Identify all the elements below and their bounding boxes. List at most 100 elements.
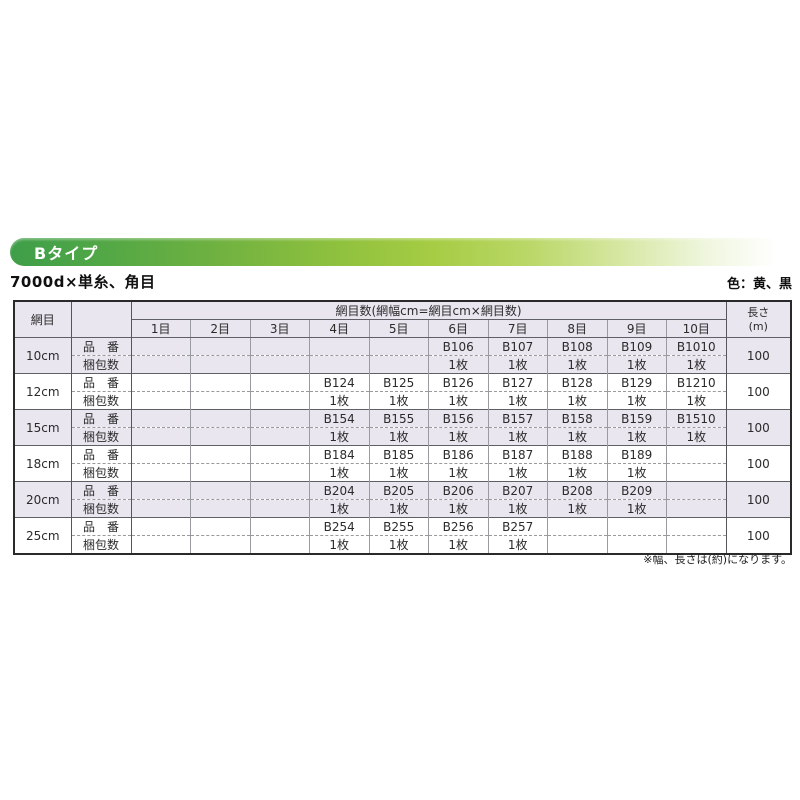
package-count-cell: 1枚 [309,535,370,554]
col-header-4: 4目 [309,319,370,338]
package-count-cell: 1枚 [607,391,667,410]
product-number-cell [190,445,251,464]
package-count-cell [190,499,251,518]
package-count-cell [190,427,251,446]
table-row-product-12cm: 12cm 品 番 B124 B125 B126 B127 B128 B129 B1210 100 [14,373,792,410]
product-number-cell: B208 [547,481,608,500]
product-number-cell [250,337,310,356]
product-number-cell: B207 [488,481,548,500]
mesh-size-cell: 20cm [14,481,72,518]
length-cell: 100 [726,373,792,410]
package-count-cell: 1枚 [428,463,489,482]
package-count-cell [309,355,370,374]
product-number-cell: B1210 [666,373,727,392]
package-count-cell [250,391,310,410]
col-header-5: 5目 [369,319,429,338]
product-number-cell: B209 [607,481,667,500]
package-count-cell [131,499,191,518]
mesh-size-cell: 15cm [14,409,72,446]
package-count-cell: 1枚 [369,499,429,518]
package-count-cell [131,535,191,554]
product-number-cell: B109 [607,337,667,356]
package-count-label: 梱包数 [71,535,132,554]
product-number-cell: B128 [547,373,608,392]
header-row-1: 網目 網目数(網幅cm=網目cm×網目数) 長さ (m) [14,301,792,338]
product-number-cell [250,373,310,392]
product-number-cell: B126 [428,373,489,392]
length-cell: 100 [726,481,792,518]
package-count-cell: 1枚 [309,499,370,518]
product-number-cell: B157 [488,409,548,428]
package-count-label: 梱包数 [71,463,132,482]
package-count-cell: 1枚 [428,499,489,518]
product-number-cell: B125 [369,373,429,392]
product-number-cell [250,445,310,464]
product-number-cell: B107 [488,337,548,356]
product-number-cell [131,517,191,536]
package-count-cell: 1枚 [666,391,727,410]
table-row-package-12cm: 梱包数 1枚 1枚 1枚 1枚 1枚 1枚 1枚 [14,391,791,410]
package-count-cell: 1枚 [428,535,489,554]
package-count-cell [131,355,191,374]
product-number-cell: B256 [428,517,489,536]
package-count-cell: 1枚 [309,427,370,446]
product-number-cell [131,409,191,428]
table-row-package-18cm: 梱包数 1枚 1枚 1枚 1枚 1枚 1枚 [14,463,791,482]
product-number-cell: B156 [428,409,489,428]
product-spec-title: 7000d×単糸、角目 [10,273,156,291]
product-number-cell: B1510 [666,409,727,428]
package-count-cell: 1枚 [607,427,667,446]
product-number-label: 品 番 [71,481,132,500]
product-number-cell: B257 [488,517,548,536]
product-number-cell: B254 [309,517,370,536]
package-count-cell: 1枚 [547,499,608,518]
product-number-label: 品 番 [71,445,132,464]
package-count-cell: 1枚 [369,535,429,554]
product-number-label: 品 番 [71,337,132,356]
product-number-cell [607,517,667,536]
package-count-cell [250,355,310,374]
package-count-cell [666,463,727,482]
package-count-cell [190,535,251,554]
package-count-cell [369,355,429,374]
package-count-cell: 1枚 [666,355,727,374]
package-count-cell: 1枚 [607,355,667,374]
package-count-cell [131,427,191,446]
product-number-cell: B188 [547,445,608,464]
product-number-cell [250,517,310,536]
product-number-cell [666,481,727,500]
product-number-cell: B129 [607,373,667,392]
product-number-cell: B204 [309,481,370,500]
mesh-column-header: 網目 [14,301,72,338]
product-number-cell: B186 [428,445,489,464]
product-number-cell: B158 [547,409,608,428]
package-count-cell: 1枚 [488,535,548,554]
package-count-cell [666,499,727,518]
table-row-package-20cm: 梱包数 1枚 1枚 1枚 1枚 1枚 1枚 [14,499,791,518]
table-row-product-10cm: 10cm 品 番 B106 B107 B108 B109 B1010 100 [14,337,792,374]
header-row-2: 1目 2目 3目 4目 5目 6目 7目 8目 9目 10目 [14,319,791,338]
product-number-cell: B184 [309,445,370,464]
product-number-cell: B187 [488,445,548,464]
product-number-cell [547,517,608,536]
package-count-cell: 1枚 [369,391,429,410]
product-number-cell: B127 [488,373,548,392]
table-row-package-10cm: 梱包数 1枚 1枚 1枚 1枚 1枚 [14,355,791,374]
product-number-label: 品 番 [71,517,132,536]
product-number-cell [190,337,251,356]
length-header-line1: 長さ [747,305,770,319]
package-count-cell: 1枚 [369,427,429,446]
package-count-cell [131,391,191,410]
col-header-7: 7目 [488,319,548,338]
mesh-size-cell: 18cm [14,445,72,482]
product-number-label: 品 番 [71,409,132,428]
sublabel-column-header [71,301,132,338]
product-number-cell [250,481,310,500]
package-count-label: 梱包数 [71,391,132,410]
product-number-cell: B206 [428,481,489,500]
length-cell: 100 [726,409,792,446]
mesh-size-cell: 10cm [14,337,72,374]
package-count-cell: 1枚 [488,463,548,482]
product-number-cell [131,337,191,356]
